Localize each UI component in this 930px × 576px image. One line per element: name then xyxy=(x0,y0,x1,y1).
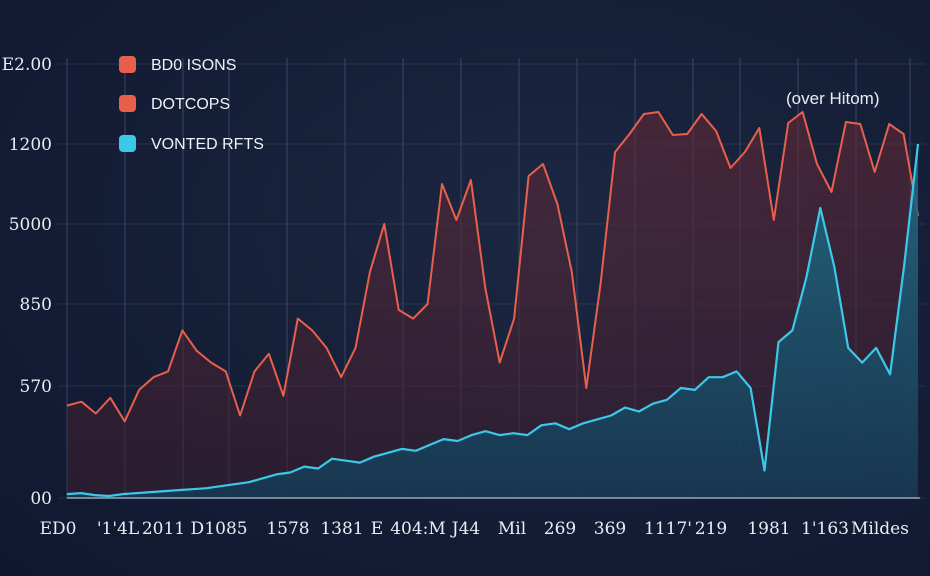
x-tick-label: E xyxy=(371,519,383,539)
x-tick-label: 369 xyxy=(594,519,626,539)
legend-swatch xyxy=(119,56,136,73)
y-tick-label: E2.00 xyxy=(2,55,52,75)
legend-label: DOTCOPS xyxy=(151,96,230,113)
x-tick-label: J44 xyxy=(450,519,480,539)
legend: BD0 ISONS DOTCOPS VONTED RFTS xyxy=(119,56,264,153)
y-tick-label: 570 xyxy=(20,377,52,397)
x-tick-label: 1981 xyxy=(747,519,790,539)
y-tick-label: 00 xyxy=(30,489,52,509)
x-tick-label: 219 xyxy=(695,519,727,539)
legend-swatch xyxy=(119,135,136,152)
x-tick-label: 1117' xyxy=(644,519,692,539)
y-tick-label: 1200 xyxy=(9,135,52,155)
x-tick-label: Mildes xyxy=(851,519,909,539)
x-tick-label: Mil xyxy=(498,519,526,539)
series-area-vonted-rfts xyxy=(67,144,918,498)
x-tick-label: ED0 xyxy=(40,519,77,539)
area-layer xyxy=(66,111,920,498)
x-tick-label: 1578 xyxy=(266,519,309,539)
series-line-vonted-rfts xyxy=(66,143,920,498)
legend-label: VONTED RFTS xyxy=(151,136,264,153)
y-tick-label: 850 xyxy=(20,295,52,315)
legend-swatch xyxy=(119,95,136,112)
y-axis-ticks: 00 570 850 5000 1200 E2.00 xyxy=(2,55,52,509)
x-tick-label: 1'163 xyxy=(801,519,849,539)
series-line-bd0-isons xyxy=(66,111,919,423)
x-tick-label: 269 xyxy=(544,519,576,539)
x-tick-label: 1381 xyxy=(320,519,363,539)
x-tick-label: 2011 D xyxy=(142,519,204,539)
chart-annotation: (over Hitom) xyxy=(786,89,880,108)
x-axis-ticks: ED0 '1'4L 2011 D 1085 1578 1381 E 404:M J44 Mil 26… xyxy=(40,519,909,539)
x-tick-label: 404:M xyxy=(390,519,446,539)
y-tick-label: 5000 xyxy=(9,215,52,235)
legend-label: BD0 ISONS xyxy=(151,57,236,74)
x-tick-label: 1085 xyxy=(204,519,247,539)
x-tick-label: '1'4L xyxy=(97,519,139,539)
